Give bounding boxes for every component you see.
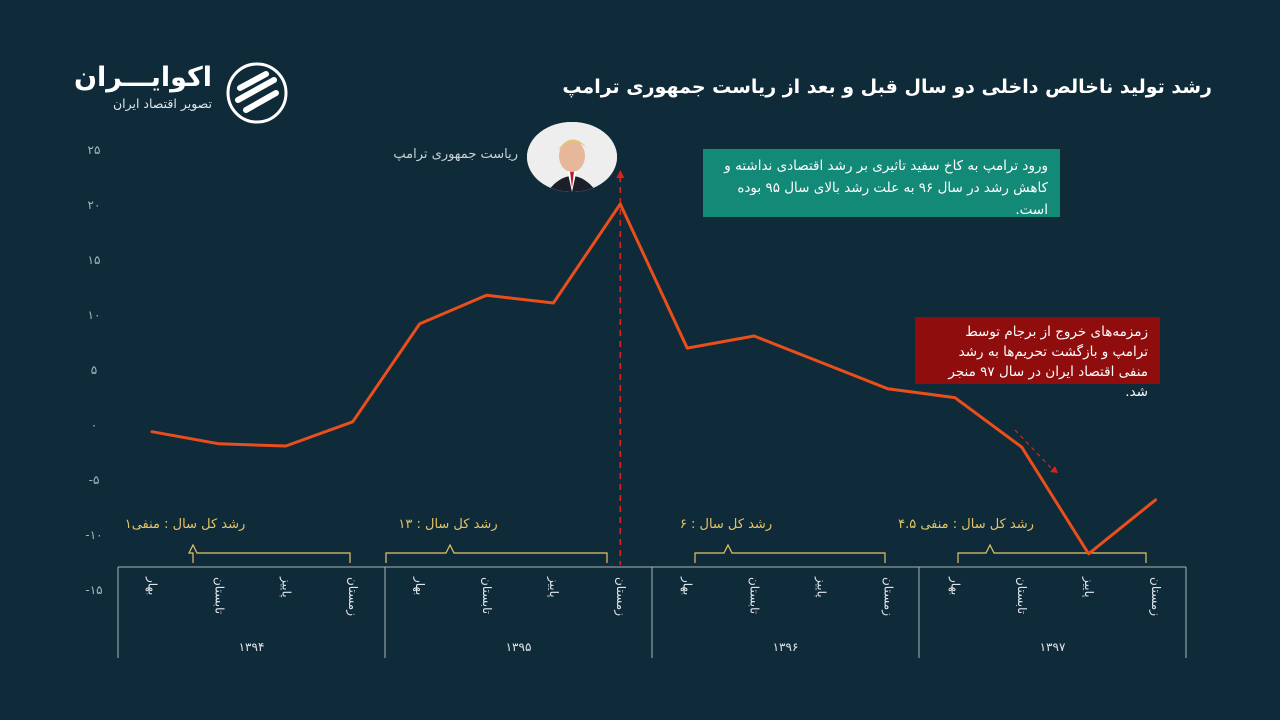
x-tick-label: پاییز — [278, 576, 293, 598]
year-total-label: رشد کل سال : منفی ۴.۵ — [898, 517, 1034, 532]
ekoiran-logo-icon — [226, 62, 288, 124]
series-gdp-growth — [150, 202, 1157, 556]
data-point — [485, 294, 488, 297]
logo-text: اکوایـــران تصویر اقتصاد ایران — [73, 62, 212, 111]
logo-tagline: تصویر اقتصاد ایران — [112, 96, 212, 111]
year-label: ۱۳۹۵ — [506, 640, 532, 654]
data-point — [819, 361, 823, 364]
data-point — [1154, 498, 1157, 502]
y-tick-label: -۵ — [89, 473, 100, 487]
y-tick-label: ۲۵ — [88, 143, 101, 157]
x-tick-label: زمستان — [1148, 577, 1163, 616]
x-tick-label: پاییز — [1081, 576, 1096, 598]
data-point — [953, 396, 956, 399]
trump-presidency-label: ریاست جمهوری ترامپ — [393, 147, 518, 162]
data-point — [217, 442, 221, 445]
data-point — [552, 301, 555, 305]
year-label: ۱۳۹۴ — [239, 640, 265, 654]
x-tick-label: زمستان — [880, 577, 895, 616]
year-bracket — [957, 543, 1147, 563]
x-tick-label: بهار — [145, 576, 160, 595]
x-tick-label: بهار — [412, 576, 427, 595]
x-tick-label: تابستان — [212, 577, 226, 614]
data-point — [686, 346, 689, 350]
y-axis-ticks: -۱۵ -۱۰ -۵ ۰ ۵ ۱۰ ۱۵ ۲۰ ۲۵ — [85, 143, 102, 597]
year-label: ۱۳۹۷ — [1040, 640, 1066, 654]
x-tick-label: تابستان — [480, 577, 494, 614]
annotation-red-note: زمزمه‌های خروج از برجام توسط ترامپ و باز… — [915, 317, 1160, 400]
x-tick-label: تابستان — [1015, 577, 1029, 614]
series-line — [150, 202, 1157, 556]
y-tick-label: ۲۰ — [88, 198, 101, 212]
trump-marker — [616, 170, 1058, 565]
y-tick-label: ۵ — [91, 363, 97, 377]
year-bracket — [694, 543, 886, 563]
x-tick-label: بهار — [680, 576, 695, 595]
quarter-year-table: بهار تابستان پاییز زمستان بهار تابستان پاییز زم… — [117, 566, 1187, 658]
chart-title: رشد تولید ناخالص داخلی دو سال قبل و بعد … — [562, 76, 1212, 98]
annotation-green-note: ورود ترامپ به کاخ سفید تاثیری بر رشد اقت… — [703, 149, 1060, 218]
year-total-brackets: رشد کل سال : منفی۱ رشد کل سال : ۱۳ رشد کل … — [125, 517, 1147, 563]
red-note-arrow-icon — [1050, 466, 1058, 473]
logo-name: اکوایـــران — [73, 62, 212, 93]
trump-portrait — [527, 122, 617, 192]
x-tick-label: بهار — [947, 576, 962, 595]
y-tick-label: -۱۰ — [85, 528, 102, 542]
trump-marker-arrow-icon — [616, 170, 625, 178]
data-point — [752, 334, 756, 338]
portrait-icon — [527, 122, 617, 192]
data-point — [150, 430, 154, 433]
x-tick-label: پاییز — [814, 576, 829, 598]
year-label: ۱۳۹۶ — [773, 640, 799, 654]
brand-logo[interactable]: اکوایـــران تصویر اقتصاد ایران — [73, 62, 294, 126]
y-tick-label: ۱۵ — [88, 253, 101, 267]
data-point — [284, 444, 287, 448]
y-tick-label: ۱۰ — [88, 308, 101, 322]
year-bracket — [188, 543, 351, 563]
data-point — [418, 322, 421, 326]
year-total-label: رشد کل سال : ۱۳ — [398, 517, 497, 532]
x-tick-label: زمستان — [345, 577, 360, 616]
data-point — [886, 387, 890, 390]
year-total-label: رشد کل سال : منفی۱ — [125, 517, 246, 532]
x-tick-label: تابستان — [748, 577, 762, 614]
x-tick-label: زمستان — [613, 577, 628, 616]
data-point — [619, 202, 622, 206]
y-tick-label: ۰ — [91, 418, 97, 432]
year-total-label: رشد کل سال : ۶ — [680, 517, 772, 532]
x-tick-label: پاییز — [546, 576, 561, 598]
data-point — [1087, 552, 1090, 555]
data-point — [1020, 445, 1023, 449]
y-tick-label: -۱۵ — [85, 583, 102, 597]
red-note-pointer — [1014, 429, 1054, 471]
year-bracket — [385, 543, 608, 563]
data-point — [351, 420, 354, 423]
